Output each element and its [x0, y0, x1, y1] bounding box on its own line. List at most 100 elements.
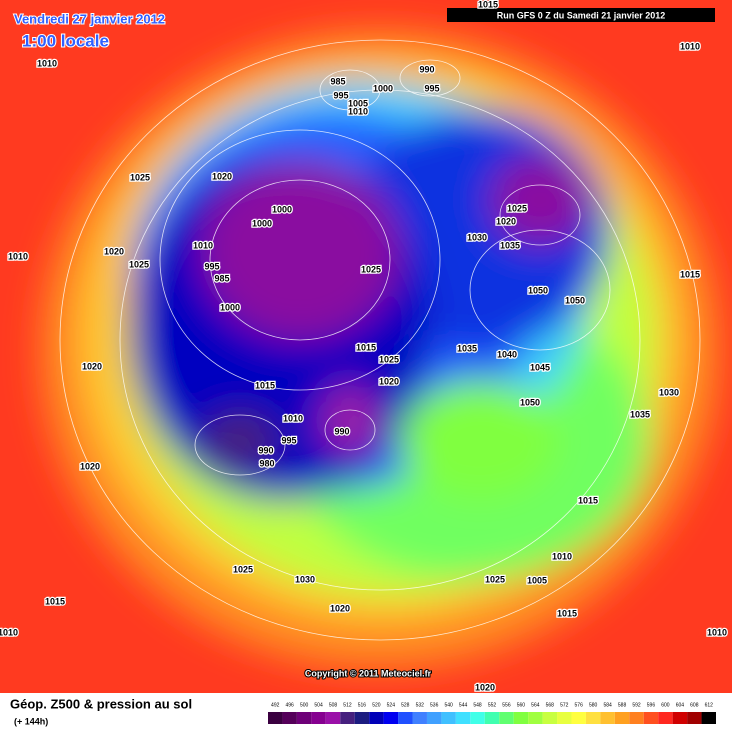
isobar-label: 1010 — [552, 551, 572, 561]
scale-label: 504 — [314, 702, 323, 708]
scale-label: 552 — [488, 702, 497, 708]
scale-cell — [658, 712, 673, 724]
isobar-label: 1020 — [104, 246, 124, 256]
isobar-labels: 1015101010109859951005101010009909951025… — [0, 0, 728, 694]
isobar-label: 1000 — [220, 302, 240, 312]
color-scale: 492 496 500 504 508 512 516 520 524 528 532 536 540 5… — [268, 702, 716, 724]
isobar-label: 1015 — [557, 608, 577, 618]
isobar-label: 1025 — [129, 259, 149, 269]
scale-label: 580 — [589, 702, 598, 708]
isobar-label: 995 — [281, 435, 296, 445]
scale-label: 588 — [618, 702, 627, 708]
isobar-label: 1010 — [348, 106, 368, 116]
scale-label: 560 — [517, 702, 526, 708]
scale-label: 612 — [705, 702, 714, 708]
isobar-label: 1035 — [630, 409, 650, 419]
scale-cell — [600, 712, 615, 724]
scale-label: 604 — [676, 702, 685, 708]
isobar-label: 1010 — [0, 627, 18, 637]
scale-cell — [701, 712, 716, 724]
isobar-label: 1010 — [283, 413, 303, 423]
scale-cell — [614, 712, 630, 724]
isobar-label: 1030 — [295, 574, 315, 584]
isobar-label: 1025 — [485, 574, 505, 584]
scale-label: 556 — [502, 702, 511, 708]
isobar-label: 1020 — [475, 682, 495, 692]
isobar-label: 990 — [419, 64, 434, 74]
isobar-label: 1000 — [373, 83, 393, 93]
scale-cell — [629, 712, 644, 724]
run-box — [447, 8, 715, 22]
scale-cell — [455, 712, 471, 724]
isobar-label: 1000 — [252, 218, 272, 228]
scale-label: 532 — [416, 702, 425, 708]
isobar-label: 995 — [333, 90, 348, 100]
scale-cell — [557, 712, 572, 724]
scale-cell — [311, 712, 326, 724]
scale-label: 512 — [343, 702, 352, 708]
scale-label: 544 — [459, 702, 468, 708]
isobar-label: 1045 — [530, 362, 550, 372]
isobar-label: 1035 — [457, 343, 477, 353]
field — [0, 0, 732, 693]
isobar-label: 1005 — [348, 98, 368, 108]
isobar-label: 1010 — [680, 41, 700, 51]
scale-cell — [542, 712, 558, 724]
scale-label: 568 — [546, 702, 555, 708]
isobar-label: 1030 — [659, 387, 679, 397]
isobar-label: 1015 — [578, 495, 598, 505]
scale-cell — [398, 712, 413, 724]
isobar-label: 985 — [330, 76, 345, 86]
scale-label: 536 — [430, 702, 439, 708]
scale-cell — [513, 712, 529, 724]
isobar-label: 1025 — [361, 264, 381, 274]
scale-label: 528 — [401, 702, 410, 708]
isobar-label: 1020 — [496, 216, 516, 226]
scale-cell — [441, 712, 456, 724]
scale-label: 496 — [286, 702, 295, 708]
isobar-label: 1020 — [80, 461, 100, 471]
scale-cell — [282, 712, 297, 724]
run-label: Run GFS 0 Z du Samedi 21 janvier 2012 — [497, 10, 666, 20]
scale-label: 572 — [560, 702, 569, 708]
isobar-label: 1010 — [8, 251, 28, 261]
scale-label: 596 — [647, 702, 656, 708]
scale-cell — [268, 712, 283, 724]
scale-cell — [484, 712, 500, 724]
scale-label: 600 — [661, 702, 670, 708]
scale-label: 524 — [387, 702, 396, 708]
scale-cell — [528, 712, 543, 724]
isobar-label: 1010 — [37, 58, 57, 68]
scale-label: 500 — [300, 702, 309, 708]
scale-label: 540 — [444, 702, 453, 708]
scale-label: 548 — [473, 702, 482, 708]
isobar-label: 1020 — [212, 171, 232, 181]
scale-cell — [470, 712, 485, 724]
scale-cell — [340, 712, 355, 724]
scale-cell — [369, 712, 384, 724]
scale-cell — [296, 712, 312, 724]
scale-label: 520 — [372, 702, 381, 708]
copyright: Copyright © 2011 Meteociel.fr — [305, 668, 432, 678]
scale-label: 592 — [632, 702, 641, 708]
scale-cell — [412, 712, 427, 724]
isobar-label: 995 — [204, 261, 219, 271]
scale-cell — [571, 712, 586, 724]
isobar-label: 1020 — [379, 376, 399, 386]
isobar-label: 1020 — [330, 603, 350, 613]
isobar-label: 1000 — [272, 204, 292, 214]
isobar-label: 1025 — [379, 354, 399, 364]
scale-label: 516 — [358, 702, 367, 708]
scale-label: 576 — [575, 702, 584, 708]
isobar-label: 1040 — [497, 349, 517, 359]
isobar-label: 1025 — [507, 203, 527, 213]
scale-cell — [325, 712, 341, 724]
isobar-label: 1025 — [130, 172, 150, 182]
isobar-label: 1030 — [467, 232, 487, 242]
scale-cell — [687, 712, 702, 724]
date-label: Vendredi 27 janvier 2012 — [14, 11, 165, 26]
scale-cell — [354, 712, 370, 724]
isobar-label: 1015 — [356, 342, 376, 352]
scale-cell — [426, 712, 442, 724]
